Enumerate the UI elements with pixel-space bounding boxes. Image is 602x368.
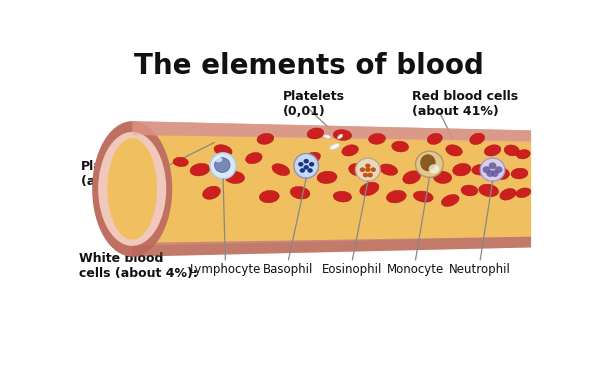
Polygon shape — [140, 135, 531, 243]
Ellipse shape — [517, 149, 530, 159]
Text: White blood
cells (about 4%):: White blood cells (about 4%): — [79, 252, 198, 280]
Text: Platelets
(0,01): Platelets (0,01) — [283, 91, 345, 118]
Text: Neutrophil: Neutrophil — [449, 263, 511, 276]
Ellipse shape — [257, 133, 274, 144]
Ellipse shape — [107, 138, 157, 240]
Ellipse shape — [173, 157, 188, 167]
Ellipse shape — [491, 167, 509, 180]
Ellipse shape — [429, 164, 439, 174]
Ellipse shape — [303, 159, 309, 163]
Ellipse shape — [392, 141, 409, 152]
Text: Monocyte: Monocyte — [387, 263, 444, 276]
Ellipse shape — [491, 170, 498, 177]
Ellipse shape — [308, 168, 313, 173]
Ellipse shape — [360, 167, 365, 172]
Ellipse shape — [202, 186, 220, 199]
Ellipse shape — [461, 185, 478, 196]
Ellipse shape — [360, 182, 379, 196]
Ellipse shape — [190, 163, 210, 176]
Ellipse shape — [427, 133, 442, 145]
Text: Basophil: Basophil — [263, 263, 314, 276]
Ellipse shape — [370, 167, 376, 172]
Text: The elements of blood: The elements of blood — [134, 52, 483, 80]
Ellipse shape — [214, 157, 222, 162]
Ellipse shape — [363, 173, 368, 177]
Ellipse shape — [246, 152, 262, 164]
Ellipse shape — [403, 171, 421, 184]
Ellipse shape — [516, 188, 531, 198]
Text: Eosinophil: Eosinophil — [322, 263, 383, 276]
Ellipse shape — [486, 170, 494, 177]
Ellipse shape — [330, 144, 340, 150]
Ellipse shape — [365, 163, 370, 168]
Ellipse shape — [480, 158, 505, 181]
Ellipse shape — [214, 145, 232, 156]
Ellipse shape — [500, 188, 516, 200]
Ellipse shape — [210, 153, 236, 179]
Ellipse shape — [303, 165, 309, 170]
Ellipse shape — [368, 134, 385, 144]
Ellipse shape — [423, 153, 439, 163]
Ellipse shape — [489, 162, 497, 169]
Ellipse shape — [367, 173, 373, 177]
Ellipse shape — [483, 166, 490, 173]
Polygon shape — [132, 121, 531, 143]
Ellipse shape — [294, 153, 318, 178]
Ellipse shape — [356, 158, 380, 181]
Text: Lymphocyte: Lymphocyte — [190, 263, 261, 276]
Ellipse shape — [92, 121, 172, 257]
Polygon shape — [132, 121, 531, 257]
Ellipse shape — [303, 152, 320, 164]
Ellipse shape — [333, 130, 352, 141]
Ellipse shape — [365, 167, 370, 172]
Ellipse shape — [386, 190, 406, 203]
Ellipse shape — [433, 171, 452, 184]
Ellipse shape — [479, 184, 498, 197]
Ellipse shape — [338, 134, 343, 139]
Text: Plasma
(about 55%): Plasma (about 55%) — [81, 160, 167, 188]
Ellipse shape — [214, 158, 230, 172]
Ellipse shape — [317, 171, 337, 184]
Ellipse shape — [300, 168, 305, 173]
Polygon shape — [132, 237, 531, 257]
Ellipse shape — [470, 133, 485, 145]
Ellipse shape — [420, 154, 436, 171]
Ellipse shape — [504, 145, 520, 156]
Ellipse shape — [472, 164, 490, 175]
Ellipse shape — [309, 162, 314, 167]
Ellipse shape — [290, 187, 310, 199]
Ellipse shape — [415, 151, 443, 177]
Ellipse shape — [333, 191, 352, 202]
Ellipse shape — [98, 132, 166, 246]
Ellipse shape — [484, 145, 501, 156]
Ellipse shape — [323, 135, 331, 138]
Ellipse shape — [307, 128, 324, 139]
Ellipse shape — [298, 162, 303, 167]
Ellipse shape — [225, 171, 244, 184]
Ellipse shape — [414, 191, 433, 202]
Ellipse shape — [349, 163, 367, 176]
Ellipse shape — [445, 145, 462, 156]
Ellipse shape — [511, 168, 528, 179]
Ellipse shape — [453, 163, 471, 176]
Ellipse shape — [342, 145, 358, 156]
Ellipse shape — [441, 195, 459, 206]
Text: Red blood cells
(about 41%): Red blood cells (about 41%) — [412, 91, 518, 118]
Ellipse shape — [380, 164, 398, 176]
Ellipse shape — [495, 166, 503, 173]
Ellipse shape — [272, 164, 290, 176]
Ellipse shape — [259, 190, 279, 203]
